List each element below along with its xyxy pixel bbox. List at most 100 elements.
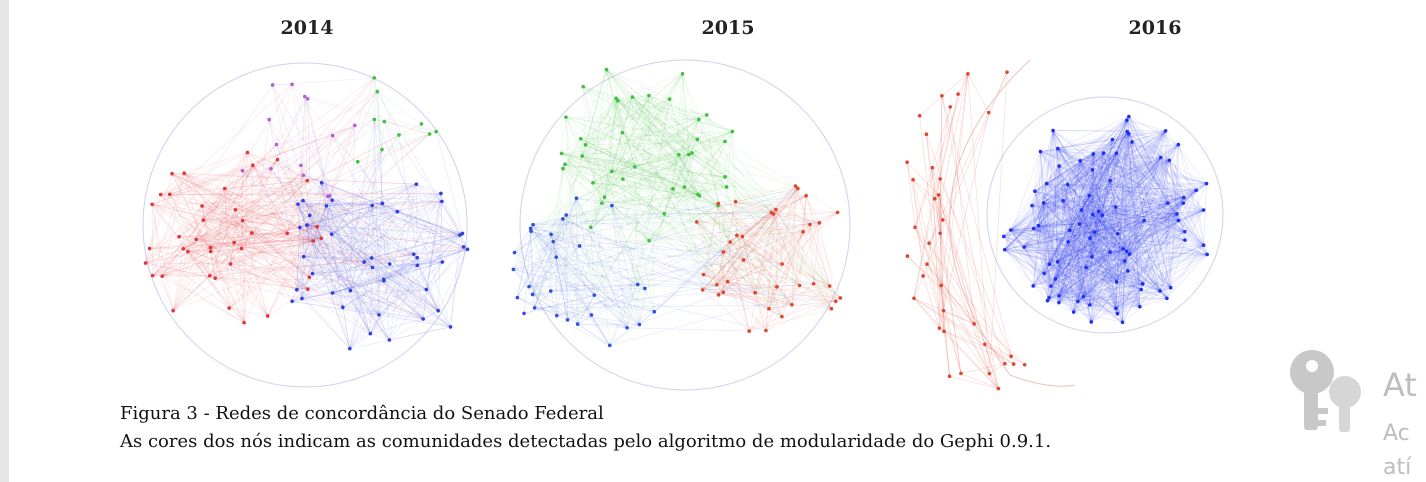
network-edge — [703, 274, 793, 306]
network-edge — [1086, 267, 1171, 289]
network-node — [607, 343, 612, 348]
network-node — [201, 218, 206, 222]
network-edge — [1102, 183, 1207, 216]
network-node — [581, 84, 586, 89]
network-edge — [376, 91, 461, 236]
network-edge — [183, 134, 400, 250]
network-edge — [1047, 300, 1090, 306]
network-edge — [1085, 197, 1185, 268]
network-node — [753, 291, 757, 295]
network-edge — [272, 83, 293, 86]
network-edge — [1067, 241, 1084, 297]
network-edge — [550, 234, 580, 247]
network-edge — [172, 220, 243, 311]
network-edge — [1004, 231, 1095, 251]
network-edge — [561, 153, 777, 210]
network-edge — [1004, 152, 1117, 250]
network-edge — [437, 249, 468, 311]
network-edge — [296, 211, 398, 290]
network-edge — [1142, 283, 1161, 292]
network-edge — [530, 228, 557, 258]
network-edge — [601, 202, 793, 306]
network-edge — [1091, 139, 1113, 257]
network-edge — [224, 188, 230, 309]
network-edge — [528, 234, 552, 287]
network-edge — [1034, 153, 1094, 192]
network-edge — [1116, 281, 1142, 290]
network-edge — [697, 139, 832, 309]
network-edge — [593, 73, 683, 296]
network-edge — [1117, 141, 1133, 314]
network-edge — [1069, 195, 1090, 231]
network-edge — [1046, 133, 1129, 184]
network-edge — [768, 304, 792, 310]
network-edge — [1062, 200, 1168, 204]
network-edge — [1103, 152, 1185, 198]
network-edge — [550, 290, 558, 316]
network-edge — [1004, 249, 1048, 301]
network-edge — [302, 200, 390, 265]
network-edge — [517, 297, 557, 316]
network-edge — [1038, 220, 1179, 226]
network-edge — [371, 257, 390, 265]
network-edge — [580, 98, 670, 140]
network-edge — [417, 248, 468, 266]
network-edge — [565, 116, 777, 210]
network-edge — [1079, 152, 1104, 225]
network-edge — [152, 240, 314, 276]
network-edge — [684, 139, 698, 188]
network-edge — [1058, 144, 1179, 297]
network-edge — [268, 119, 277, 145]
network-edge — [171, 173, 203, 207]
network-edge — [383, 233, 463, 280]
network-edge — [1010, 229, 1060, 303]
network-edge — [179, 236, 365, 263]
network-edge — [532, 224, 611, 346]
network-edge — [717, 205, 750, 332]
network-edge — [1034, 159, 1170, 192]
network-edge — [302, 200, 327, 207]
network-edge — [530, 228, 814, 285]
network-edge — [1038, 160, 1081, 226]
network-edge — [1040, 151, 1087, 268]
network-edge — [1085, 213, 1178, 268]
network-node — [1121, 247, 1126, 251]
network-edge — [1169, 160, 1179, 221]
network-edge — [151, 204, 424, 320]
network-node — [589, 313, 594, 317]
network-node — [440, 199, 444, 204]
network-edge — [532, 209, 776, 226]
network-node — [667, 97, 672, 101]
network-edge — [1043, 152, 1117, 204]
network-edge — [1052, 130, 1161, 292]
network-edge — [530, 231, 611, 346]
network-node — [1201, 243, 1206, 247]
network-edge — [370, 257, 418, 334]
network-edge — [1092, 214, 1117, 309]
network-edge — [592, 131, 733, 184]
network-edge — [697, 186, 727, 195]
network-node — [700, 288, 705, 292]
network-edge — [184, 152, 248, 174]
network-edge — [1077, 130, 1166, 302]
network-edge — [718, 186, 727, 295]
network-edge — [617, 100, 811, 225]
network-node — [1067, 228, 1072, 233]
network-edge — [296, 289, 371, 334]
network-edge — [171, 173, 253, 234]
network-edge — [1040, 151, 1197, 191]
network-edge — [1062, 200, 1116, 208]
network-edge — [1098, 211, 1161, 292]
network-edge — [1048, 166, 1060, 265]
network-edge — [1043, 202, 1178, 215]
network-edge — [161, 205, 203, 277]
network-edge — [577, 323, 610, 346]
network-edge — [1077, 220, 1145, 302]
network-edge — [299, 182, 322, 228]
network-edge — [615, 98, 624, 180]
network-edge — [553, 241, 646, 289]
network-edge — [417, 261, 443, 266]
network-edge — [1089, 231, 1186, 306]
network-node — [1090, 255, 1094, 259]
network-edge — [1043, 273, 1092, 323]
